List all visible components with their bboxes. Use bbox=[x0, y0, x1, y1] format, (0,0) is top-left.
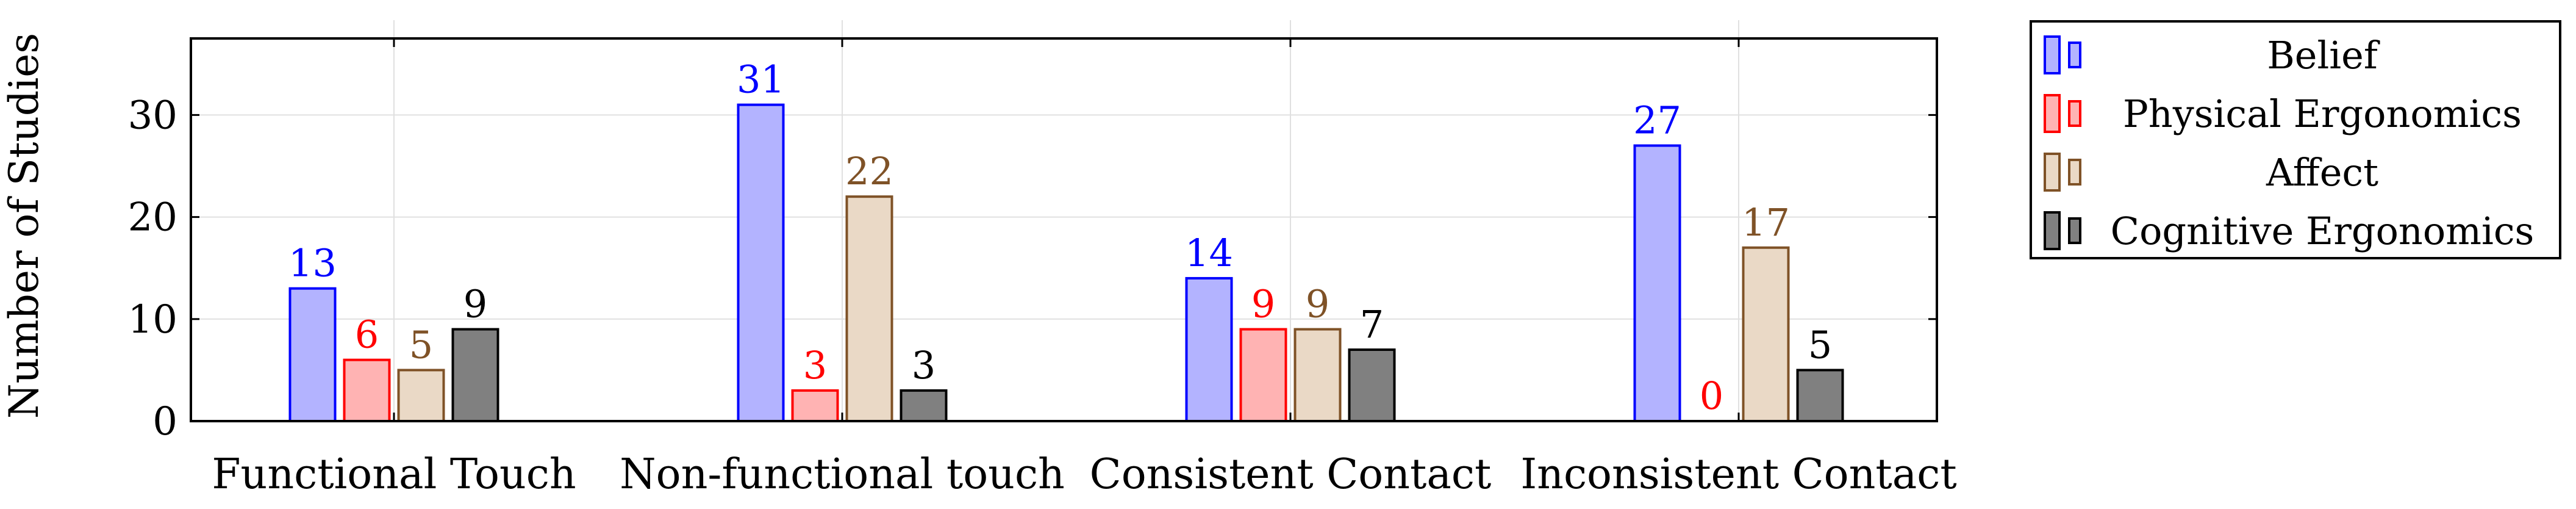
bars bbox=[288, 103, 1844, 423]
y-tick-label: 10 bbox=[128, 297, 177, 342]
legend-label: Physical Ergonomics bbox=[2123, 92, 2522, 136]
value-label: 31 bbox=[737, 57, 785, 102]
bar bbox=[1742, 246, 1790, 422]
legend-swatch bbox=[2068, 217, 2081, 244]
legend-swatch bbox=[2044, 211, 2061, 250]
value-label: 7 bbox=[1360, 302, 1384, 347]
value-label: 13 bbox=[288, 241, 337, 286]
bar bbox=[343, 358, 391, 422]
x-tick-label: Functional Touch bbox=[212, 450, 576, 499]
bar bbox=[737, 103, 785, 422]
legend: Belief Physical Ergonomics Affect Cognitive… bbox=[2030, 20, 2561, 259]
value-label: 0 bbox=[1700, 374, 1723, 418]
x-tick-label: Consistent Contact bbox=[1090, 450, 1492, 499]
legend-swatch bbox=[2068, 42, 2081, 68]
bar bbox=[1185, 276, 1233, 423]
x-tick-label: Inconsistent Contact bbox=[1520, 450, 1956, 499]
y-axis-label: Number of Studies bbox=[1, 33, 48, 419]
value-label: 9 bbox=[1306, 282, 1329, 327]
legend-label: Belief bbox=[2267, 33, 2380, 78]
x-tick-label: Non-functional touch bbox=[620, 450, 1065, 499]
bar bbox=[397, 369, 445, 423]
value-label: 5 bbox=[1808, 322, 1832, 367]
plot-frame bbox=[190, 37, 1938, 422]
legend-swatch bbox=[2044, 35, 2061, 74]
y-tick-label: 0 bbox=[152, 399, 177, 444]
bar bbox=[845, 195, 893, 422]
value-label: 17 bbox=[1742, 200, 1790, 245]
value-labels: 13 31 14 27 6 3 9 0 5 22 9 17 9 3 7 5 bbox=[288, 57, 1832, 418]
x-axis: Functional Touch Non-functional touch Cons… bbox=[212, 38, 1957, 499]
value-label: 22 bbox=[845, 149, 893, 193]
value-label: 5 bbox=[409, 322, 433, 367]
legend-label: Cognitive Ergonomics bbox=[2111, 209, 2535, 253]
legend-swatch bbox=[2068, 159, 2081, 186]
legend-swatch bbox=[2068, 100, 2081, 127]
value-label: 27 bbox=[1633, 98, 1681, 143]
value-label: 14 bbox=[1185, 231, 1233, 275]
y-tick-label: 30 bbox=[128, 93, 177, 138]
bar bbox=[1796, 369, 1844, 423]
bar bbox=[1633, 144, 1681, 422]
legend-swatch bbox=[2044, 153, 2061, 192]
value-label: 3 bbox=[912, 343, 936, 388]
value-label: 9 bbox=[1251, 282, 1275, 327]
value-label: 9 bbox=[463, 282, 487, 327]
bar bbox=[900, 389, 948, 423]
legend-box bbox=[2030, 20, 2561, 259]
bar bbox=[1239, 328, 1287, 423]
legend-swatch bbox=[2044, 94, 2061, 133]
bar bbox=[288, 287, 337, 423]
bar bbox=[1348, 348, 1396, 423]
bar bbox=[791, 389, 839, 423]
legend-label: Affect bbox=[2266, 150, 2378, 195]
y-tick-label: 20 bbox=[128, 195, 177, 240]
value-label: 3 bbox=[803, 343, 827, 388]
bar bbox=[451, 328, 499, 423]
bar bbox=[1293, 328, 1342, 423]
value-label: 6 bbox=[355, 312, 379, 357]
